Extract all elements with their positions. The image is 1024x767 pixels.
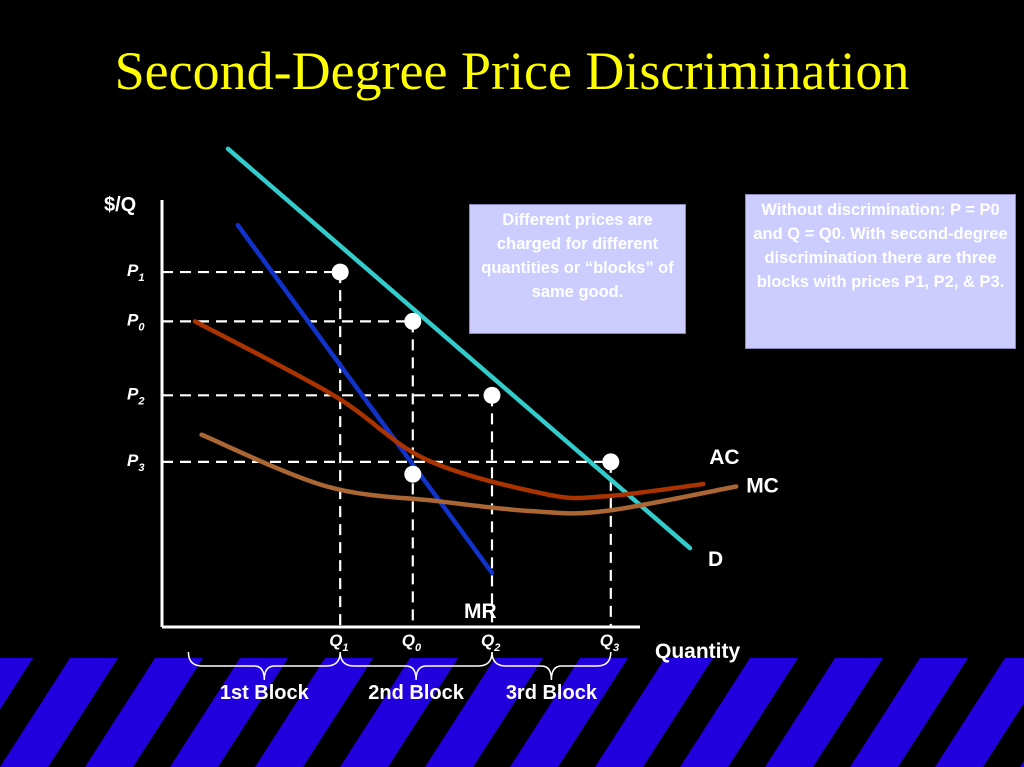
block-label: 2nd Block: [368, 682, 464, 704]
slide-title: Second-Degree Price Discrimination: [114, 41, 910, 101]
stripe: [935, 658, 1024, 767]
stripe: [0, 658, 118, 767]
curves: [192, 146, 739, 576]
stripe: [170, 658, 288, 767]
stripe: [510, 658, 628, 767]
stripe: [680, 658, 798, 767]
y-tick-label: P1: [127, 261, 144, 284]
curve-mr: [235, 223, 495, 576]
x-tick-label: Q3: [600, 631, 619, 654]
data-point: [602, 453, 620, 471]
data-point: [331, 263, 349, 281]
stripe: [765, 658, 883, 767]
stripe: [0, 658, 33, 710]
series-label-ac: AC: [709, 446, 739, 469]
curve-mc: [199, 432, 739, 516]
y-axis-label: $/Q: [104, 194, 136, 216]
stripe-band: [0, 658, 1024, 767]
axes: [160, 200, 640, 629]
points: [331, 263, 620, 483]
x-tick-label: Q0: [402, 631, 422, 654]
note-different-prices: Different prices are charged for differe…: [469, 204, 686, 334]
block-bracket: [187, 651, 341, 681]
note-different-prices-text: Different prices are charged for differe…: [481, 211, 674, 301]
curve-ac: [192, 319, 706, 501]
labels: $/Q Quantity P1 P0 P2 P3 Q1 Q0 Q2 Q3 D MR AC MC: [104, 194, 779, 663]
series-label-mr: MR: [464, 600, 497, 623]
stripe: [595, 658, 713, 767]
block-label: 1st Block: [220, 682, 310, 704]
y-tick-label: P2: [127, 384, 144, 407]
stripe: [85, 658, 203, 767]
block-label: 3rd Block: [506, 682, 598, 704]
note-without-discrimination-text: Without discrimination: P = P0 and Q = Q…: [753, 201, 1008, 291]
block-bracket: [339, 651, 493, 681]
stripe: [255, 658, 373, 767]
block-bracket: [491, 651, 612, 681]
stripe: [425, 658, 543, 767]
x-tick-label: Q1: [329, 631, 348, 654]
data-point: [404, 465, 422, 483]
data-point: [404, 312, 422, 330]
stripe: [1020, 760, 1024, 767]
x-axis-label: Quantity: [655, 640, 740, 663]
block-brackets: 1st Block 2nd Block 3rd Block: [187, 651, 612, 704]
data-point: [483, 386, 501, 404]
x-tick-label: Q2: [481, 631, 500, 654]
stripe: [340, 658, 458, 767]
series-label-mc: MC: [746, 475, 779, 498]
curve-d: [225, 146, 693, 551]
stripe: [850, 658, 968, 767]
y-tick-label: P3: [127, 451, 144, 474]
series-label-d: D: [708, 548, 723, 571]
y-tick-label: P0: [127, 310, 145, 333]
note-without-discrimination: Without discrimination: P = P0 and Q = Q…: [745, 194, 1016, 349]
